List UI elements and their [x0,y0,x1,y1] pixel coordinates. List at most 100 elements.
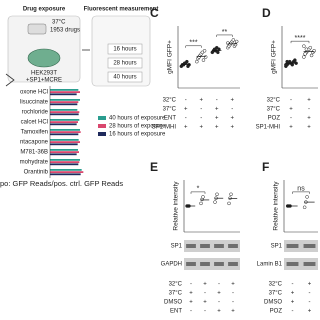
blot-band [214,262,224,266]
blot-band [186,262,196,266]
blot-label: GAPDH [161,262,182,268]
x-axis-label: po: GFP Reads/pos. ctrl. GFP Reads [0,179,123,188]
bar [50,119,80,121]
condition-label: 37°C [267,107,281,113]
data-point [302,55,306,59]
condition-sign: + [289,125,293,131]
data-point [202,49,207,53]
condition-sign: - [231,107,233,113]
condition-sign: - [218,282,220,288]
condition-label: DMSO [264,300,282,306]
bar [50,151,79,153]
legend-swatch [98,116,106,120]
data-point [290,63,295,67]
blot [184,258,240,270]
sig-label: **** [295,35,306,42]
y-axis-label: gMFI GFP+ [271,40,278,74]
sig-label: ns [297,186,305,193]
condition-label: SP1-MHI [152,125,177,131]
category-label: Tamoxifen [21,130,48,136]
category-label: oxone HCl [20,90,48,96]
time-box [107,43,143,55]
condition-sign: - [292,282,294,288]
data-point [305,195,309,199]
condition-sign: + [307,116,311,122]
cell-line: HEK293T [31,71,57,77]
condition-sign: - [232,291,234,297]
bar [50,113,79,116]
bar [50,131,81,133]
condition-label: ENT [170,309,182,315]
condition-sign: + [291,300,295,306]
condition-label: POZ [268,116,281,122]
condition-sign: - [290,116,292,122]
blot-band [200,244,210,248]
condition-sign: + [203,300,207,306]
category-label: calcet HCl [21,120,48,126]
blot [184,240,240,252]
blot-band [214,244,224,248]
condition-sign: - [190,282,192,288]
condition-sign: + [217,291,221,297]
panel-letter: C [150,6,159,20]
blot-label: SP1 [271,244,283,250]
temperature: 37°C [52,20,66,26]
data-point [227,201,231,206]
condition-sign: + [291,291,295,297]
condition-label: 37°C [269,291,283,297]
legend-label: 40 hours of exposure [109,116,166,122]
bar [50,163,79,166]
bar [50,171,84,173]
data-point [195,59,199,64]
bar [50,173,81,176]
blot-band [200,262,210,266]
condition-sign: - [185,116,187,122]
y-axis-label: Relative intensity [273,181,280,231]
condition-label: 32°C [267,98,281,104]
bar [50,169,82,171]
bar [50,99,80,101]
legend-label: 28 hours of exposure [109,124,166,130]
drug-plate [27,23,47,35]
condition-sign: + [199,98,203,104]
condition-sign: + [199,125,203,131]
bar [50,161,80,163]
category-label: lisuccinate [20,100,49,106]
condition-label: POZ [270,309,283,315]
time-label: 28 hours [113,61,136,67]
blot-label: Lamin B1 [257,262,283,268]
bar [50,91,80,93]
condition-sign: - [185,98,187,104]
condition-label: 37°C [163,107,177,113]
category-label: rochloride [22,110,49,116]
panel-letter: E [150,160,158,174]
condition-sign: + [230,98,234,104]
time-box [107,71,143,83]
data-point [228,196,232,200]
bar [50,133,79,136]
sig-bracket [190,191,206,194]
data-point [213,200,217,204]
blot-band [228,244,238,248]
condition-label: 32°C [163,98,177,104]
step-title: Drug exposure [23,7,66,13]
data-point [201,58,206,62]
step-title: Fluorescent measurement [84,7,159,13]
condition-sign: + [184,125,188,131]
condition-sign: + [217,309,221,315]
condition-label: 32°C [169,282,183,288]
data-point [303,52,307,56]
condition-sign: - [218,300,220,306]
condition-sign: + [307,98,311,104]
construct: +SP1+MCRE [26,78,62,84]
bar [50,139,79,141]
sig-label: * [197,186,200,193]
condition-label: ENT [164,116,176,122]
y-axis-label: gMFI GFP+ [167,40,174,74]
time-label: 16 hours [113,47,136,53]
condition-sign: + [189,300,193,306]
category-label: M781-36B [20,150,48,156]
bar [50,109,78,111]
time-label: 40 hours [113,75,136,81]
bar [50,101,79,103]
